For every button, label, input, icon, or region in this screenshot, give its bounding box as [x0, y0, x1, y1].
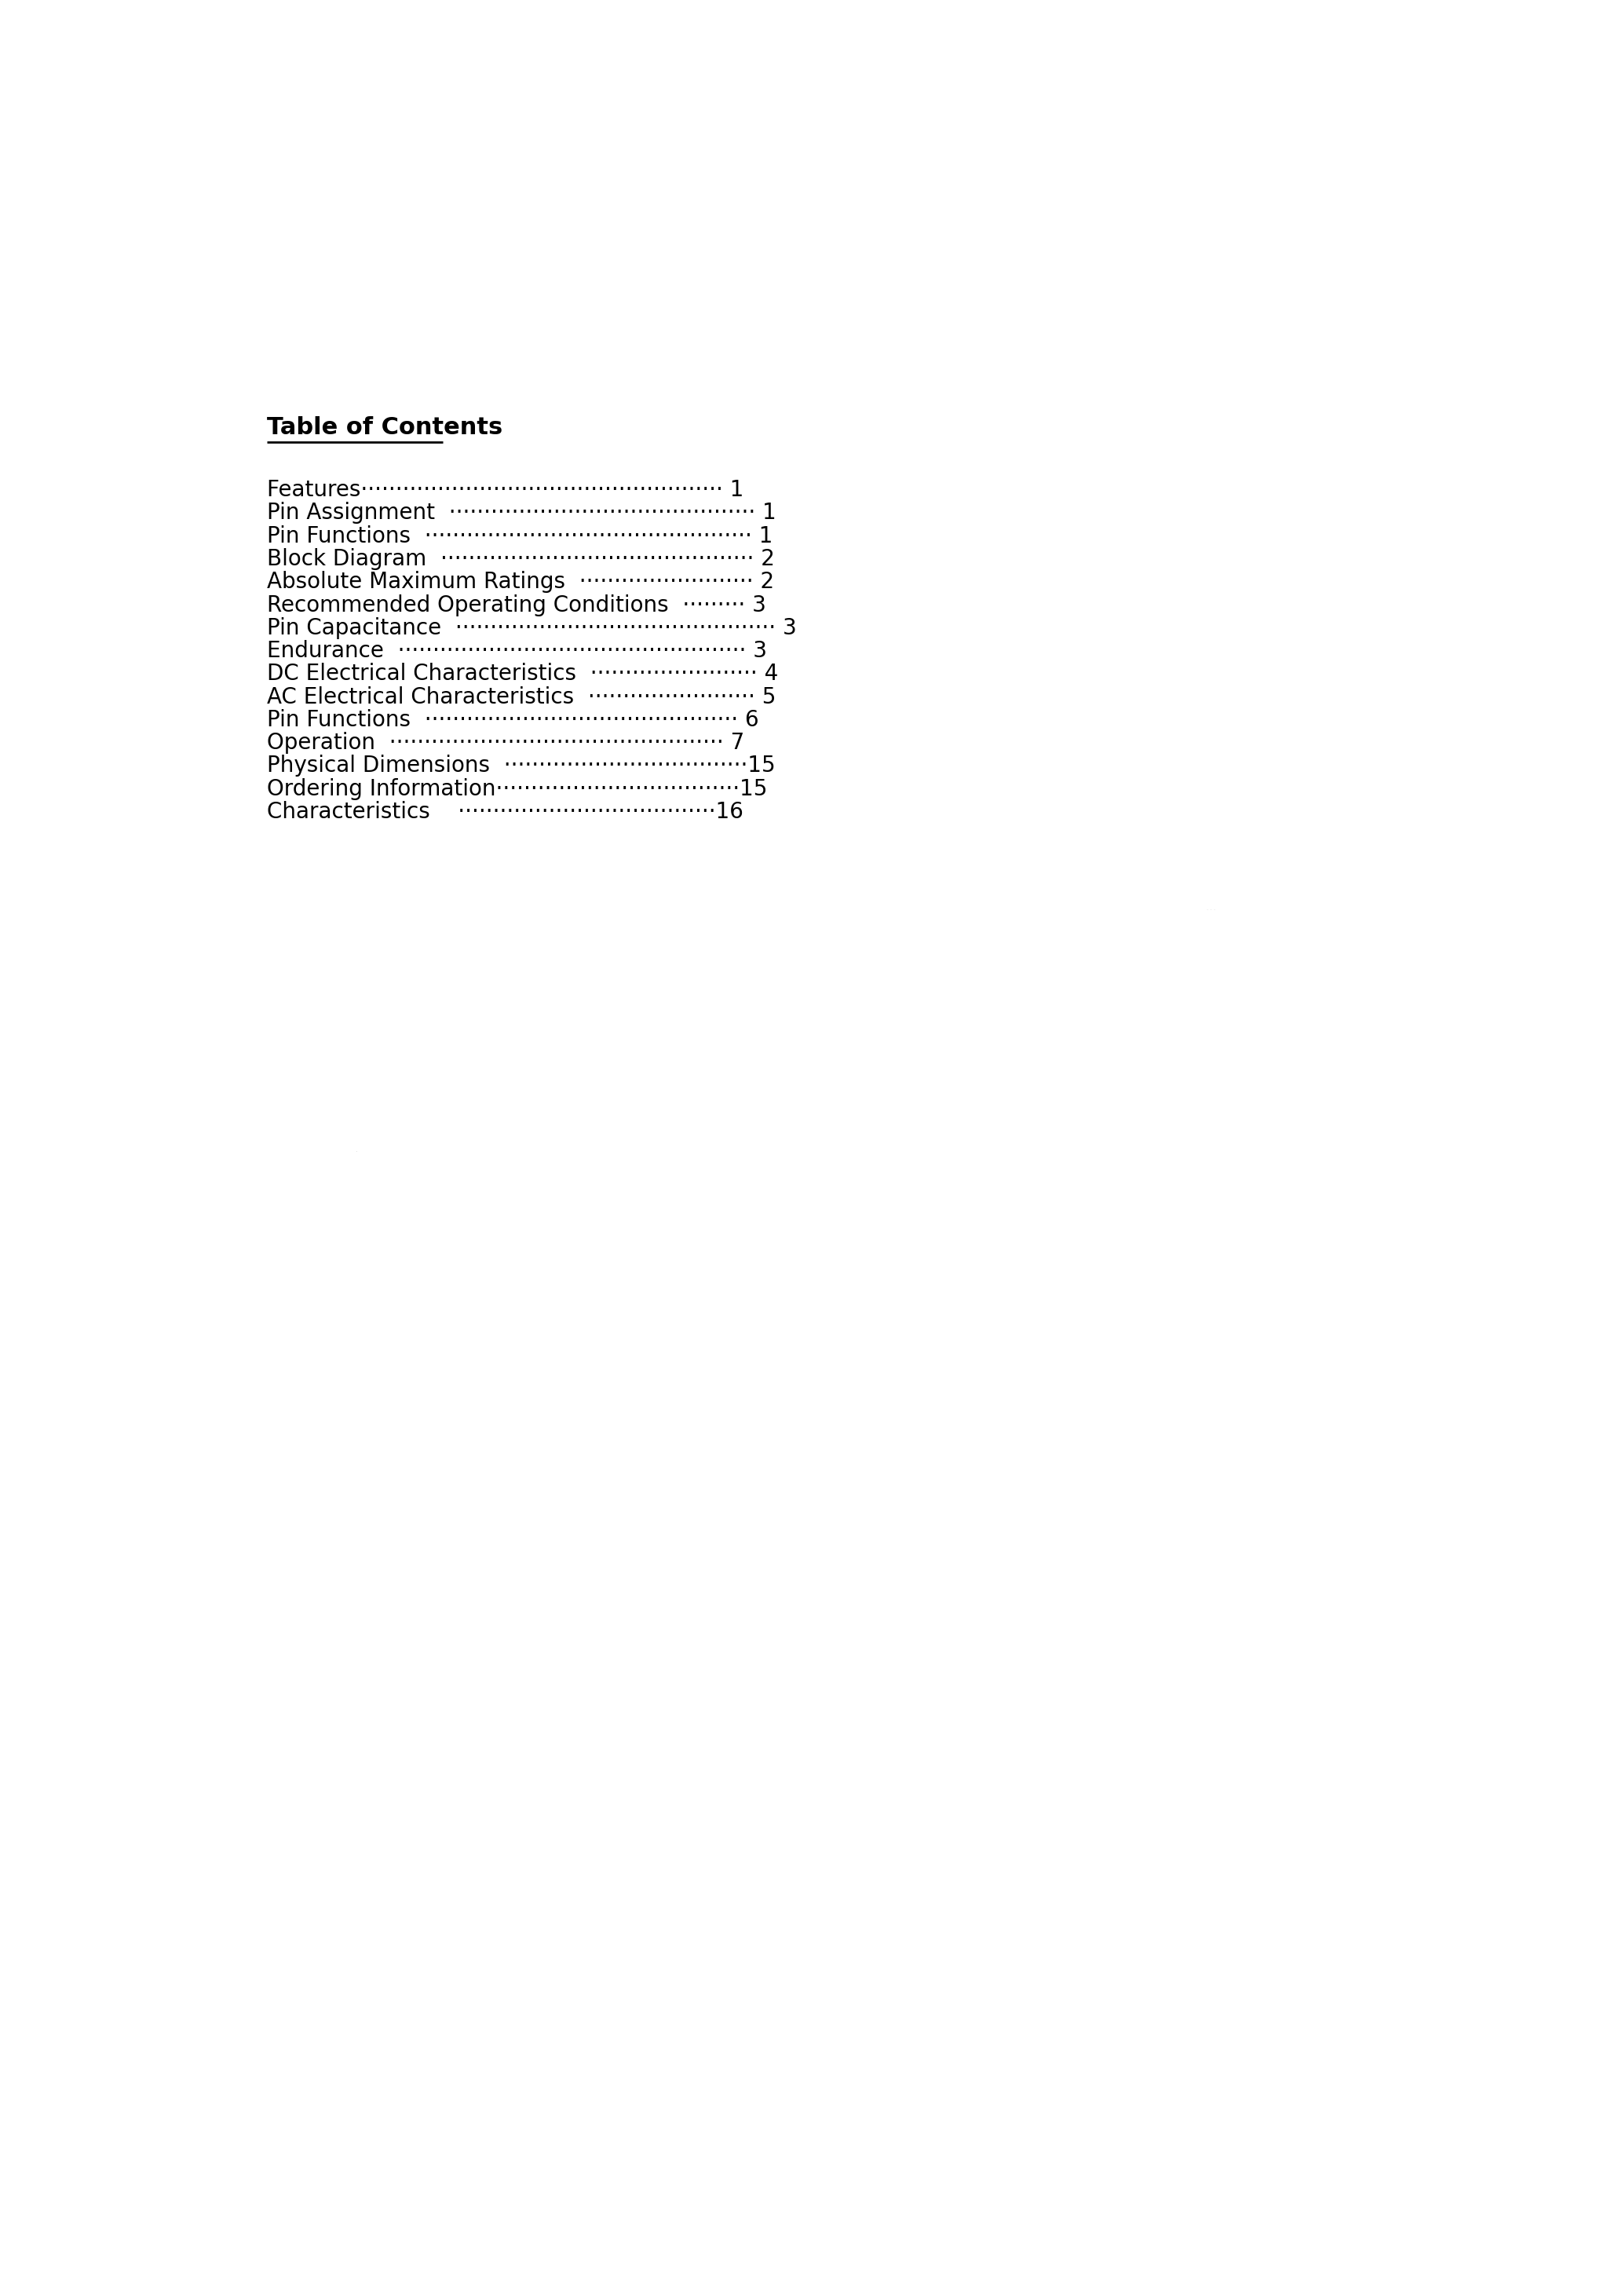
Text: Physical Dimensions  ···································15: Physical Dimensions ····················…: [266, 755, 775, 776]
Text: Endurance  ·················································· 3: Endurance ······························…: [266, 641, 767, 661]
Text: .: .: [355, 1146, 357, 1155]
Text: Features···················································· 1: Features································…: [266, 480, 743, 501]
Text: Pin Assignment  ············································ 1: Pin Assignment ·························…: [266, 503, 775, 523]
Text: DC Electrical Characteristics  ························ 4: DC Electrical Characteristics ··········…: [266, 664, 779, 684]
Text: Ordering Information···································15: Ordering Information····················…: [266, 778, 767, 799]
Text: Recommended Operating Conditions  ········· 3: Recommended Operating Conditions ·······…: [266, 595, 766, 615]
Text: . . .: . . .: [1207, 907, 1215, 912]
Text: Pin Functions  ··············································· 1: Pin Functions ··························…: [266, 526, 772, 546]
Text: Absolute Maximum Ratings  ························· 2: Absolute Maximum Ratings ···············…: [266, 572, 774, 592]
Text: AC Electrical Characteristics  ························ 5: AC Electrical Characteristics ··········…: [266, 687, 775, 707]
Text: Block Diagram  ············································· 2: Block Diagram ··························…: [266, 549, 774, 569]
Text: Operation  ················································ 7: Operation ······························…: [266, 732, 744, 753]
Text: Pin Functions  ············································· 6: Pin Functions ··························…: [266, 709, 759, 730]
Text: Table of Contents: Table of Contents: [266, 416, 503, 439]
Text: Characteristics    ·····································16: Characteristics ························…: [266, 801, 743, 822]
Text: Pin Capacitance  ·············································· 3: Pin Capacitance ························…: [266, 618, 796, 638]
